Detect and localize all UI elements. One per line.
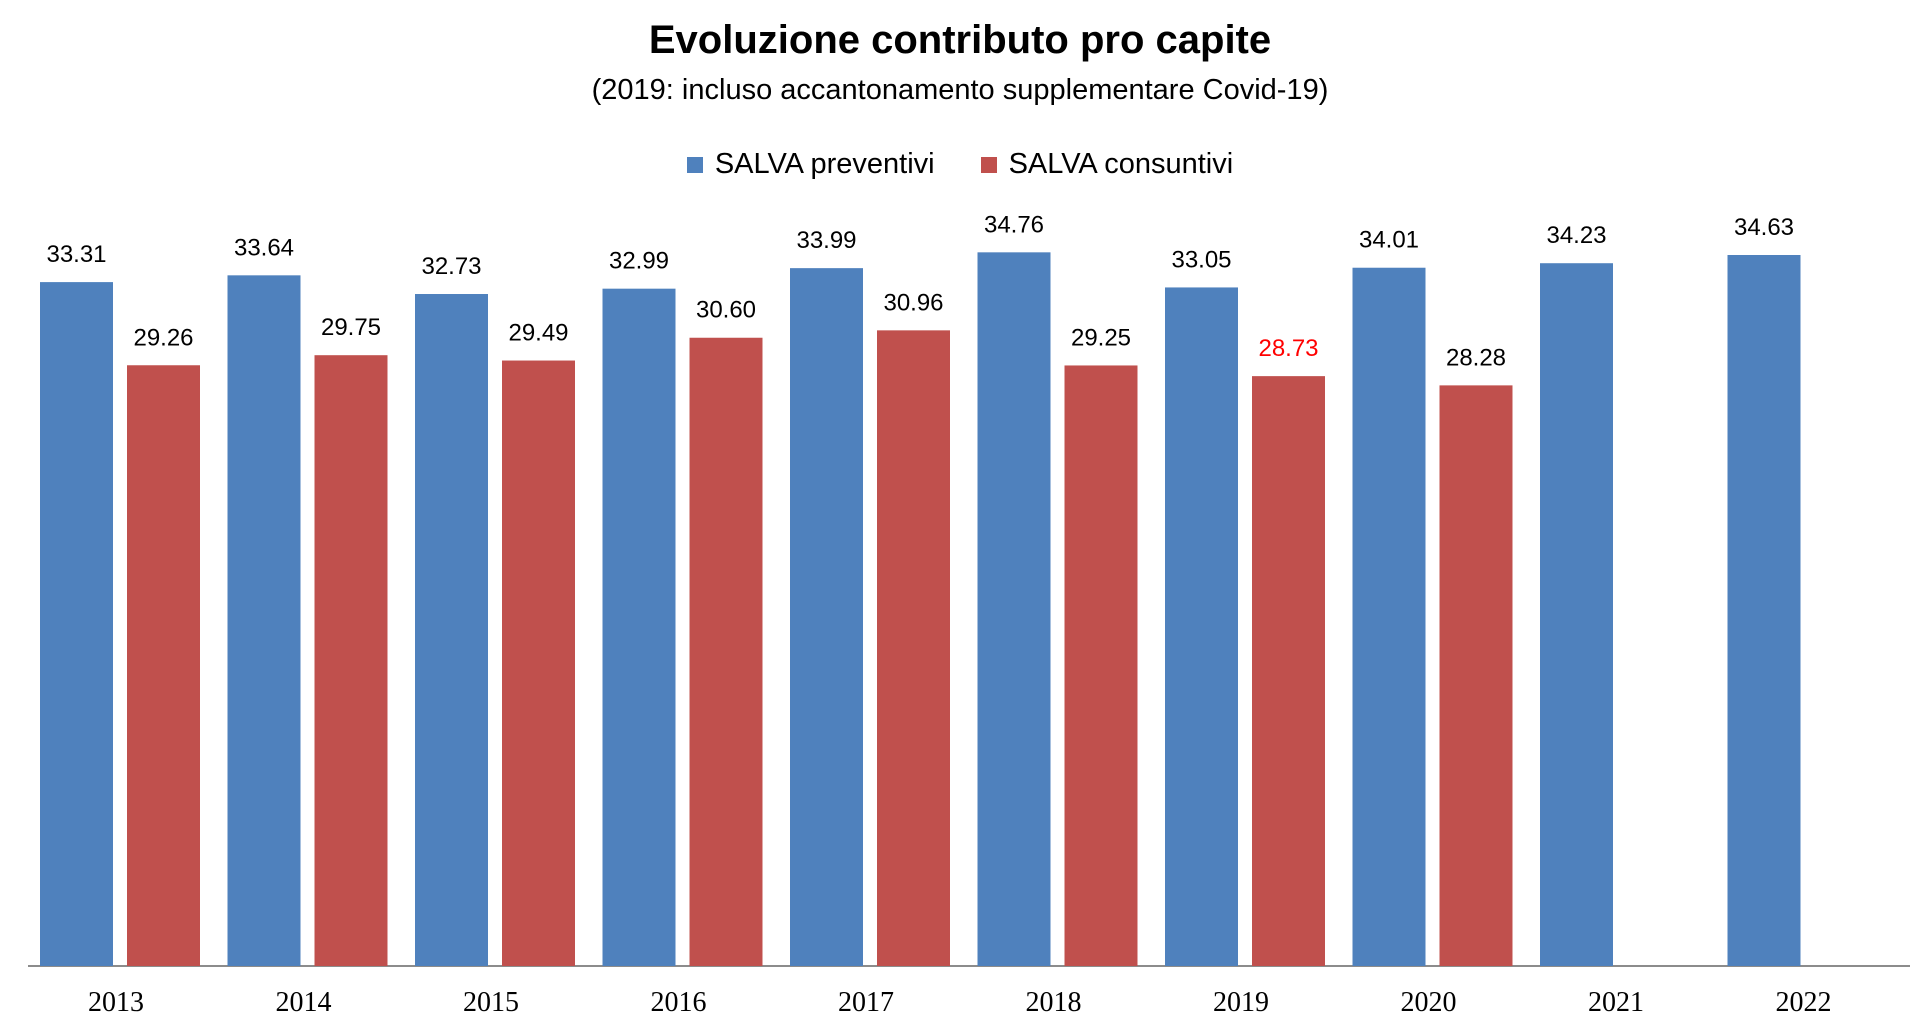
data-label-consuntivi-2015: 29.49 [508,320,568,347]
data-label-preventivi-2013: 33.31 [46,241,106,268]
legend: SALVA preventivi SALVA consuntivi [0,148,1920,181]
x-tick-label-2015: 2015 [463,987,519,1018]
bar-preventivi-2020 [1352,267,1426,966]
data-label-preventivi-2018: 34.76 [984,211,1044,238]
bar-preventivi-2014 [227,275,301,966]
bar-preventivi-2015 [415,294,488,966]
x-tick-label-2018: 2018 [1026,987,1082,1018]
x-tick-label-2014: 2014 [276,987,332,1018]
data-label-consuntivi-2019: 28.73 [1258,335,1318,362]
x-tick-label-2022: 2022 [1776,987,1832,1018]
data-label-consuntivi-2018: 29.25 [1071,324,1131,351]
bar-consuntivi-2015 [502,360,575,967]
bar-preventivi-2016 [602,288,676,966]
data-label-consuntivi-2016: 30.60 [696,297,756,324]
x-tick-label-2013: 2013 [88,987,144,1018]
data-label-preventivi-2017: 33.99 [796,227,856,254]
data-label-preventivi-2021: 34.23 [1546,222,1606,249]
legend-item-preventivi: SALVA preventivi [686,148,935,181]
chart-title: Evoluzione contributo pro capite [648,18,1272,62]
x-tick-label-2021: 2021 [1588,987,1644,1018]
x-tick-label-2019: 2019 [1213,987,1269,1018]
x-tick-label-2017: 2017 [838,987,894,1018]
data-label-consuntivi-2013: 29.26 [133,324,193,351]
legend-label-preventivi: SALVA preventivi [714,148,935,180]
bar-preventivi-2018 [977,252,1051,966]
bar-preventivi-2019 [1165,287,1238,966]
bar-consuntivi-2018 [1064,365,1138,966]
data-label-consuntivi-2020: 28.28 [1446,344,1506,371]
data-label-preventivi-2020: 34.01 [1359,227,1419,254]
data-label-consuntivi-2017: 30.96 [883,289,943,316]
x-tick-label-2016: 2016 [651,987,707,1018]
data-label-preventivi-2022: 34.63 [1734,214,1794,241]
x-tick-label-2020: 2020 [1401,987,1457,1018]
data-label-consuntivi-2014: 29.75 [321,314,381,341]
bar-preventivi-2013 [40,282,113,967]
data-label-preventivi-2015: 32.73 [421,253,481,280]
data-label-preventivi-2016: 32.99 [609,248,669,275]
bar-consuntivi-2019 [1252,376,1325,966]
bar-consuntivi-2014 [314,355,388,967]
legend-swatch-consuntivi [980,156,997,173]
legend-item-consuntivi: SALVA consuntivi [980,148,1234,181]
bar-consuntivi-2017 [877,330,950,966]
legend-label-consuntivi: SALVA consuntivi [1008,148,1234,180]
legend-swatch-preventivi [686,156,703,173]
chart-subtitle: (2019: incluso accantonamento supplement… [591,74,1329,106]
bar-consuntivi-2016 [689,337,763,966]
bar-preventivi-2022 [1727,255,1801,966]
bar-consuntivi-2013 [127,365,200,966]
bar-preventivi-2021 [1540,263,1613,966]
data-label-preventivi-2014: 33.64 [234,234,294,261]
bar-preventivi-2017 [790,268,863,967]
data-label-preventivi-2019: 33.05 [1171,246,1231,273]
bar-consuntivi-2020 [1439,385,1513,966]
